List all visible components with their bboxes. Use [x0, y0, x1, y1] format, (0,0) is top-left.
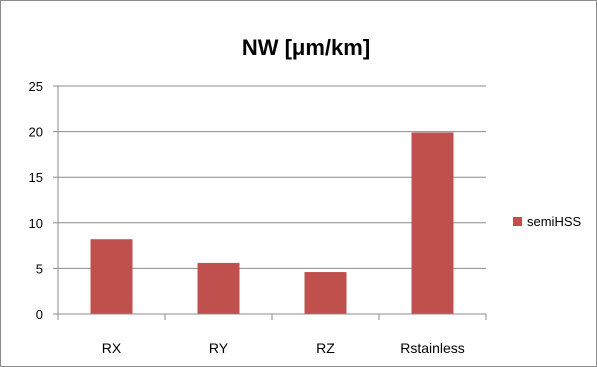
bar-rx	[90, 239, 133, 314]
x-axis-labels: RX RY RZ Rstainless	[102, 340, 465, 356]
chart-title: NW [μm/km]	[242, 35, 370, 60]
legend-swatch	[513, 217, 522, 226]
y-tick-label: 20	[29, 125, 43, 140]
y-tick-label: 15	[29, 170, 43, 185]
legend: semiHSS	[513, 214, 582, 229]
y-tick-label: 0	[36, 307, 43, 322]
axes	[57, 86, 487, 320]
bar-ry	[197, 262, 240, 314]
bar-rz	[304, 272, 347, 314]
y-tick-label: 5	[36, 261, 43, 276]
y-tick-label: 10	[29, 216, 43, 231]
bar-series	[90, 132, 454, 314]
x-category-label: RX	[102, 340, 122, 356]
x-category-label: RZ	[316, 340, 335, 356]
legend-label: semiHSS	[527, 214, 582, 229]
y-tick-label: 25	[29, 79, 43, 94]
x-category-label: RY	[209, 340, 229, 356]
x-category-label: Rstainless	[400, 340, 465, 356]
bar-rstainless	[411, 132, 454, 314]
y-axis-ticks: 0 5 10 15 20 25	[29, 79, 58, 322]
